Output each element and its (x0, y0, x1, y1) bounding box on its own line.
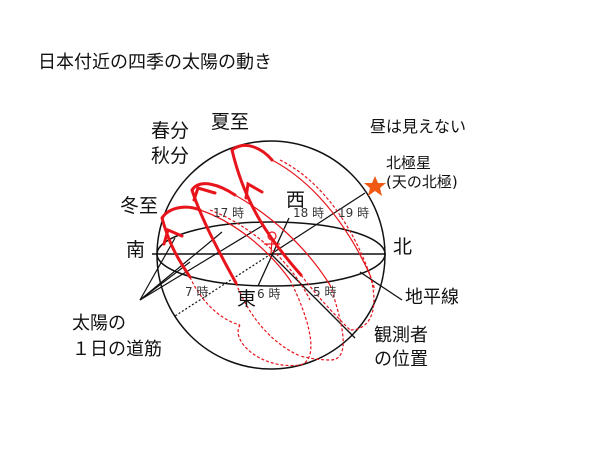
celestial-axis-hidden (174, 253, 272, 317)
label-spring-equinox: 春分 (151, 120, 190, 142)
time-6: 6 時 (257, 287, 281, 301)
label-observer: 観測者 (374, 325, 428, 346)
label-sun-daily-path: １日の道筋 (72, 339, 162, 360)
celestial-axis (270, 192, 366, 255)
sun-paths-afternoon (199, 159, 371, 286)
label-polaris: 北極星 (386, 154, 432, 172)
label-sun-path: 太陽の (72, 313, 126, 334)
label-horizon: 地平線 (405, 287, 459, 308)
label-south: 南 (126, 239, 146, 261)
direction-arrows (162, 181, 264, 246)
winter-solstice-path (160, 205, 202, 279)
horizon-pointer (359, 271, 403, 301)
label-winter-solstice: 冬至 (120, 195, 159, 217)
summer-solstice-path (230, 144, 303, 277)
sun-paths-day (160, 144, 303, 285)
sun-path-pointers (139, 225, 263, 301)
sun-paths-night (189, 159, 376, 367)
label-summer-solstice: 夏至 (211, 111, 250, 133)
time-19: 19 時 (338, 206, 370, 220)
time-17: 17 時 (213, 206, 245, 220)
equinox-path (190, 182, 238, 285)
observer-figure-icon (264, 231, 280, 255)
time-7: 7 時 (185, 285, 209, 299)
time-18: 18 時 (293, 206, 325, 220)
label-no-daytime: 昼は見えない (370, 117, 467, 136)
label-autumn-equinox: 秋分 (151, 145, 190, 167)
polaris-star-icon (364, 176, 386, 196)
page-title: 日本付近の四季の太陽の動き (38, 52, 272, 73)
label-observer-position: の位置 (374, 349, 428, 370)
label-north: 北 (393, 236, 413, 258)
time-5: 5 時 (313, 285, 337, 299)
label-west: 西 (286, 189, 306, 211)
label-celestial-north-pole: (天の北極) (386, 173, 458, 191)
label-east: 東 (237, 288, 257, 310)
celestial-sphere (156, 140, 386, 370)
